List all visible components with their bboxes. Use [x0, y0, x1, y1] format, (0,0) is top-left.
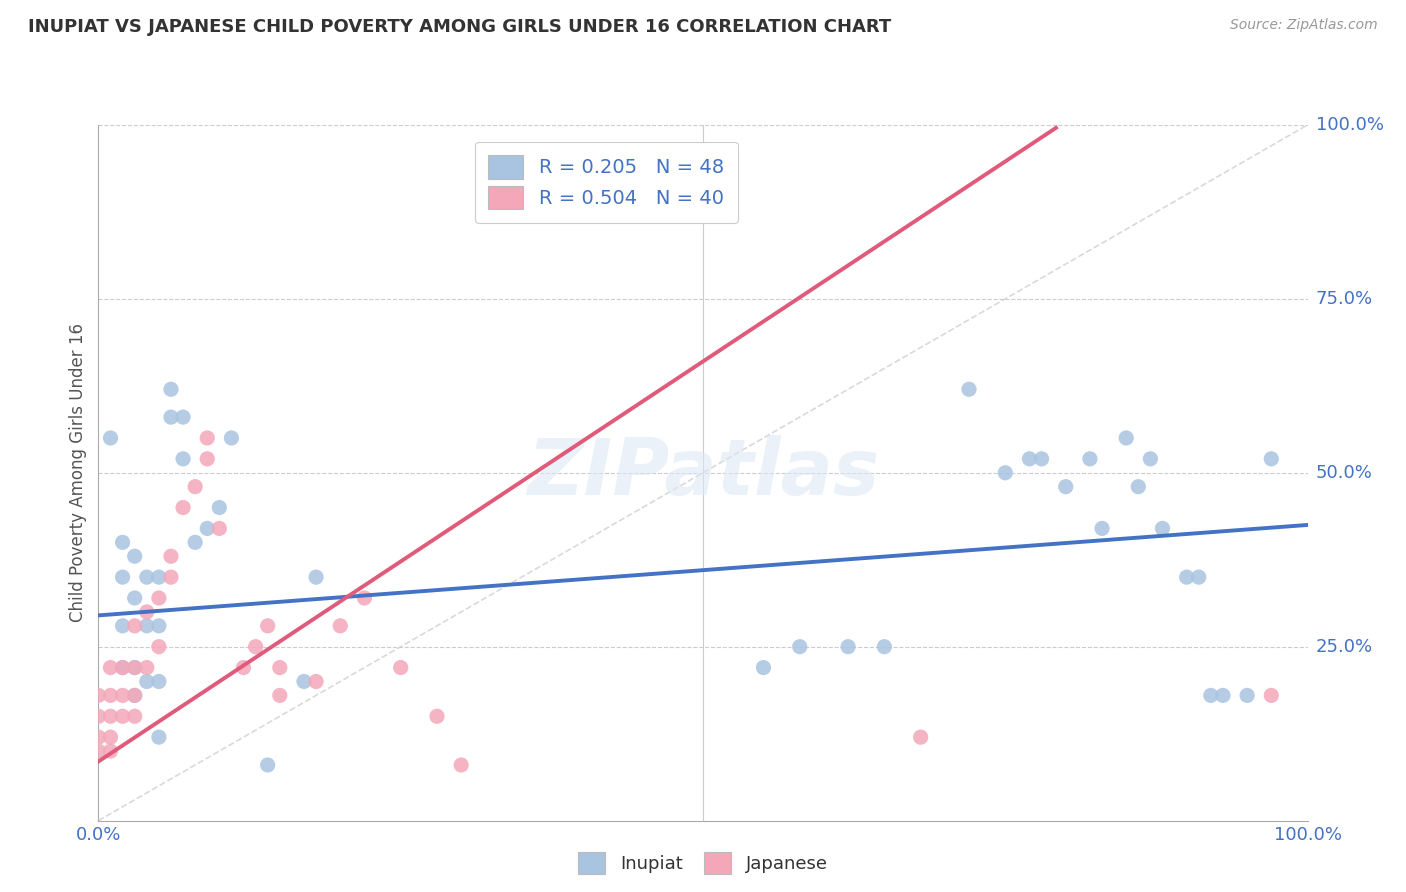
- Point: [124, 549, 146, 564]
- Point: [1139, 451, 1161, 466]
- Point: [100, 730, 122, 744]
- Point: [172, 410, 194, 425]
- Point: [910, 730, 932, 744]
- Point: [184, 480, 207, 494]
- Point: [124, 619, 146, 633]
- Point: [135, 605, 157, 619]
- Point: [160, 382, 183, 396]
- Point: [111, 619, 134, 633]
- Point: [111, 535, 134, 549]
- Point: [100, 660, 122, 674]
- Point: [752, 660, 775, 674]
- Point: [124, 709, 146, 723]
- Point: [1115, 431, 1137, 445]
- Point: [269, 660, 291, 674]
- Point: [305, 674, 328, 689]
- Point: [1188, 570, 1211, 584]
- Point: [87, 709, 110, 723]
- Point: [1260, 689, 1282, 703]
- Point: [957, 382, 980, 396]
- Y-axis label: Child Poverty Among Girls Under 16: Child Poverty Among Girls Under 16: [69, 323, 87, 623]
- Point: [124, 689, 146, 703]
- Point: [111, 709, 134, 723]
- Point: [87, 730, 110, 744]
- Point: [195, 431, 218, 445]
- Point: [305, 570, 328, 584]
- Point: [1078, 451, 1101, 466]
- Point: [124, 689, 146, 703]
- Point: [1091, 521, 1114, 535]
- Point: [195, 521, 218, 535]
- Text: 100.0%: 100.0%: [1316, 116, 1384, 134]
- Point: [148, 640, 170, 654]
- Point: [135, 570, 157, 584]
- Text: ZIPatlas: ZIPatlas: [527, 434, 879, 511]
- Point: [329, 619, 352, 633]
- Point: [100, 431, 122, 445]
- Point: [221, 431, 243, 445]
- Point: [124, 660, 146, 674]
- Point: [100, 689, 122, 703]
- Point: [1236, 689, 1258, 703]
- Point: [87, 744, 110, 758]
- Point: [353, 591, 375, 605]
- Point: [1054, 480, 1077, 494]
- Point: [172, 500, 194, 515]
- Point: [256, 619, 278, 633]
- Point: [232, 660, 254, 674]
- Point: [100, 709, 122, 723]
- Point: [208, 521, 231, 535]
- Point: [148, 591, 170, 605]
- Point: [245, 640, 267, 654]
- Point: [1199, 689, 1222, 703]
- Point: [208, 500, 231, 515]
- Point: [124, 591, 146, 605]
- Point: [172, 451, 194, 466]
- Point: [160, 549, 183, 564]
- Point: [184, 535, 207, 549]
- Point: [1212, 689, 1234, 703]
- Point: [124, 660, 146, 674]
- Legend: Inupiat, Japanese: Inupiat, Japanese: [571, 845, 835, 881]
- Point: [450, 758, 472, 772]
- Point: [269, 689, 291, 703]
- Point: [195, 451, 218, 466]
- Point: [111, 689, 134, 703]
- Point: [256, 758, 278, 772]
- Point: [135, 660, 157, 674]
- Point: [160, 570, 183, 584]
- Point: [100, 744, 122, 758]
- Text: 25.0%: 25.0%: [1316, 638, 1374, 656]
- Point: [148, 674, 170, 689]
- Point: [135, 619, 157, 633]
- Point: [160, 410, 183, 425]
- Text: INUPIAT VS JAPANESE CHILD POVERTY AMONG GIRLS UNDER 16 CORRELATION CHART: INUPIAT VS JAPANESE CHILD POVERTY AMONG …: [28, 18, 891, 36]
- Point: [873, 640, 896, 654]
- Point: [148, 619, 170, 633]
- Point: [87, 689, 110, 703]
- Text: Source: ZipAtlas.com: Source: ZipAtlas.com: [1230, 18, 1378, 32]
- Point: [148, 570, 170, 584]
- Point: [292, 674, 315, 689]
- Point: [1260, 451, 1282, 466]
- Text: 75.0%: 75.0%: [1316, 290, 1374, 308]
- Point: [111, 660, 134, 674]
- Point: [389, 660, 412, 674]
- Point: [1128, 480, 1150, 494]
- Point: [1031, 451, 1053, 466]
- Point: [1018, 451, 1040, 466]
- Point: [837, 640, 859, 654]
- Point: [111, 570, 134, 584]
- Point: [1152, 521, 1174, 535]
- Point: [994, 466, 1017, 480]
- Point: [148, 730, 170, 744]
- Point: [426, 709, 449, 723]
- Text: 50.0%: 50.0%: [1316, 464, 1372, 482]
- Point: [111, 660, 134, 674]
- Point: [1175, 570, 1198, 584]
- Point: [135, 674, 157, 689]
- Point: [789, 640, 811, 654]
